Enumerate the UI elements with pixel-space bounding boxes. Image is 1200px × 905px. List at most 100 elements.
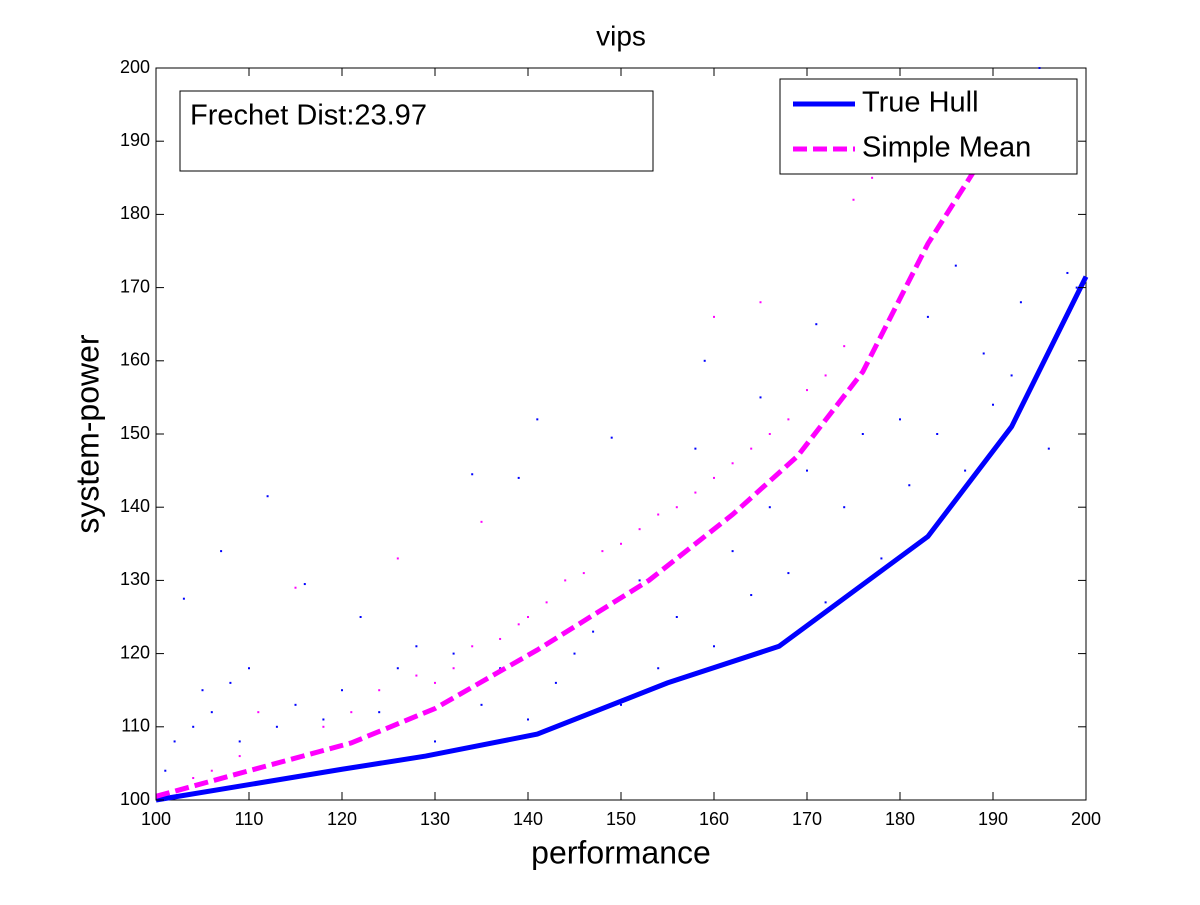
scatter-point bbox=[564, 579, 567, 582]
scatter-point bbox=[480, 520, 483, 523]
x-tick-label: 150 bbox=[606, 809, 636, 829]
scatter-point bbox=[480, 703, 483, 706]
y-tick-label: 180 bbox=[120, 203, 150, 223]
scatter-point bbox=[768, 506, 771, 509]
y-tick-label: 110 bbox=[121, 716, 150, 736]
x-tick-label: 130 bbox=[420, 809, 450, 829]
x-axis-label: performance bbox=[531, 834, 711, 870]
x-tick-label: 100 bbox=[141, 809, 171, 829]
scatter-point bbox=[229, 681, 232, 684]
scatter-point bbox=[471, 473, 474, 476]
scatter-point bbox=[620, 542, 622, 545]
scatter-point bbox=[1019, 301, 1022, 304]
line-series bbox=[155, 139, 996, 799]
scatter-point bbox=[657, 513, 660, 516]
scatter-point bbox=[871, 176, 874, 179]
scatter-point bbox=[164, 769, 167, 772]
scatter-point bbox=[341, 689, 343, 692]
scatter-point bbox=[638, 579, 641, 582]
scatter-point bbox=[378, 711, 381, 714]
legend: True Hull Simple Mean bbox=[779, 78, 1078, 175]
scatter-point bbox=[210, 711, 213, 714]
scatter-point bbox=[517, 623, 520, 626]
scatter-point bbox=[982, 352, 985, 355]
scatter-point bbox=[750, 594, 753, 597]
scatter-point bbox=[303, 583, 306, 586]
scatter-point bbox=[220, 550, 223, 553]
scatter-point bbox=[517, 476, 520, 479]
scatter-point bbox=[694, 447, 697, 450]
scatter-point bbox=[322, 718, 325, 721]
scatter-point bbox=[861, 433, 864, 435]
legend-box bbox=[779, 78, 1078, 175]
scatter-point bbox=[731, 462, 734, 465]
scatter-point bbox=[452, 667, 455, 670]
scatter-point bbox=[815, 323, 818, 326]
scatter-point bbox=[731, 550, 734, 553]
scatter-point bbox=[238, 755, 241, 758]
scatter-point bbox=[452, 652, 455, 655]
y-tick-label: 150 bbox=[120, 423, 150, 443]
scatter-point bbox=[806, 469, 808, 472]
scatter-point bbox=[703, 359, 706, 362]
scatter-point bbox=[201, 689, 204, 692]
scatter-point bbox=[415, 674, 418, 677]
scatter-point bbox=[248, 667, 250, 670]
scatter-point bbox=[713, 315, 715, 318]
line-series bbox=[155, 275, 1089, 803]
scatter-point bbox=[675, 616, 678, 618]
scatter-point bbox=[275, 725, 278, 728]
scatter-point bbox=[843, 506, 846, 509]
scatter-point bbox=[610, 436, 613, 439]
x-tick-label: 180 bbox=[885, 809, 915, 829]
scatter-point bbox=[527, 616, 529, 618]
scatter-point bbox=[657, 667, 660, 670]
y-tick-label: 190 bbox=[120, 130, 150, 150]
scatter-point bbox=[257, 711, 260, 714]
scatter-point bbox=[266, 495, 269, 498]
scatter-point bbox=[750, 447, 753, 450]
y-tick-label: 100 bbox=[120, 789, 150, 809]
x-tick-label: 120 bbox=[327, 809, 357, 829]
scatter-point bbox=[396, 557, 399, 560]
scatter-point bbox=[713, 476, 715, 479]
y-tick-label: 140 bbox=[120, 496, 150, 516]
x-tick-label: 160 bbox=[699, 809, 729, 829]
scatter-point bbox=[1038, 67, 1041, 69]
scatter-point bbox=[378, 689, 381, 692]
scatter-point bbox=[554, 681, 557, 684]
scatter-point bbox=[992, 403, 994, 406]
scatter-point bbox=[573, 652, 576, 655]
scatter-point bbox=[322, 725, 325, 728]
scatter-point bbox=[675, 506, 678, 509]
scatter-point bbox=[545, 601, 548, 604]
scatter-point bbox=[852, 198, 855, 201]
x-tick-label: 110 bbox=[235, 809, 264, 829]
scatter-point bbox=[434, 681, 436, 684]
scatter-point bbox=[582, 572, 585, 575]
y-axis-label: system-power bbox=[69, 334, 105, 534]
scatter-point bbox=[880, 557, 883, 560]
scatter-point bbox=[1047, 447, 1050, 450]
scatter-point bbox=[434, 740, 436, 743]
annotation-box bbox=[179, 90, 654, 172]
x-tick-label: 200 bbox=[1071, 809, 1101, 829]
scatter-point bbox=[182, 597, 185, 600]
scatter-point bbox=[396, 667, 399, 670]
y-tick-label: 170 bbox=[120, 276, 150, 296]
scatter-point bbox=[759, 396, 762, 399]
scatter-point bbox=[350, 711, 353, 714]
scatter-point bbox=[694, 491, 697, 494]
scatter-point bbox=[620, 703, 622, 706]
scatter-point bbox=[499, 667, 502, 670]
x-tick-label: 190 bbox=[978, 809, 1008, 829]
scatter-point bbox=[294, 703, 297, 706]
scatter-point bbox=[899, 418, 901, 421]
y-tick-label: 200 bbox=[120, 57, 150, 77]
scatter-point bbox=[713, 645, 715, 648]
scatter-point bbox=[759, 301, 762, 304]
scatter-point bbox=[1075, 286, 1078, 289]
scatter-point bbox=[415, 645, 418, 648]
scatter-point bbox=[173, 740, 176, 743]
